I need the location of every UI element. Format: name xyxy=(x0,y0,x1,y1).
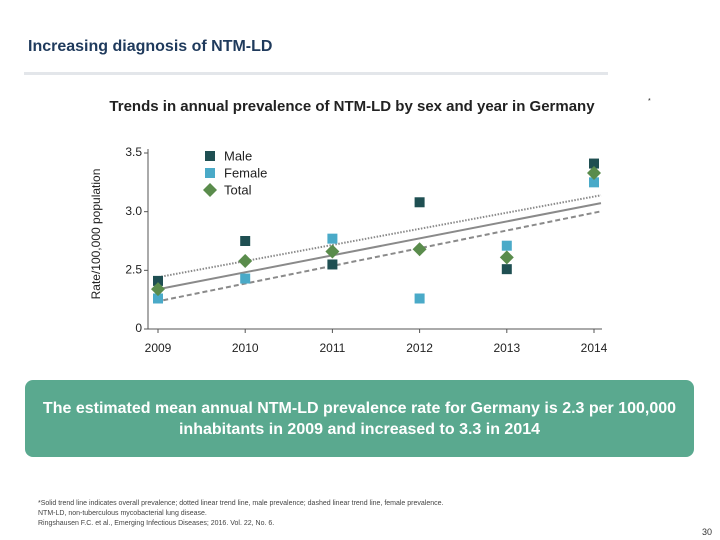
x-tick-label: 2013 xyxy=(493,341,520,355)
title-marker: * xyxy=(648,98,651,105)
data-point xyxy=(325,244,340,259)
footnote: *Solid trend line indicates overall prev… xyxy=(38,500,444,507)
x-tick-label: 2014 xyxy=(581,341,608,355)
slide-title: Increasing diagnosis of NTM-LD xyxy=(28,38,273,55)
legend-label: Total xyxy=(224,182,252,197)
data-point xyxy=(499,250,514,265)
data-point xyxy=(153,275,163,286)
trend-line xyxy=(155,210,602,303)
y-tick-label: 0 xyxy=(135,321,142,335)
footnote: NTM-LD, non-tuberculous mycobacterial lu… xyxy=(38,510,207,517)
legend-marker xyxy=(205,151,215,161)
title-rule xyxy=(24,72,608,75)
data-point xyxy=(587,165,601,180)
x-tick-label: 2012 xyxy=(406,341,433,355)
data-point xyxy=(414,293,425,304)
legend-label: Male xyxy=(224,148,252,163)
trend-line xyxy=(155,202,602,291)
y-tick-label: 3.5 xyxy=(125,145,142,159)
footnote: Ringshausen F.C. et al., Emerging Infect… xyxy=(38,520,275,527)
data-point xyxy=(589,177,599,188)
data-point xyxy=(589,158,599,169)
legend-marker xyxy=(203,183,217,197)
legend-label: Female xyxy=(224,165,267,180)
data-point xyxy=(412,242,427,257)
data-point xyxy=(501,240,512,251)
x-tick-label: 2010 xyxy=(232,341,259,355)
chart: Trends in annual prevalence of NTM-LD by… xyxy=(89,98,651,355)
x-tick-label: 2011 xyxy=(319,341,345,355)
y-tick-label: 3.0 xyxy=(125,204,142,218)
trend-line xyxy=(155,194,602,279)
y-axis-label: Rate/100,000 population xyxy=(89,169,103,300)
x-tick-label: 2009 xyxy=(145,341,172,355)
page-number: 30 xyxy=(701,527,712,537)
data-point xyxy=(238,253,253,268)
data-point xyxy=(153,293,163,304)
legend-marker xyxy=(205,168,215,178)
data-point xyxy=(414,197,425,208)
callout: The estimated mean annual NTM-LD prevale… xyxy=(25,380,694,457)
data-point xyxy=(240,236,251,246)
data-point xyxy=(240,273,251,284)
data-point xyxy=(151,282,165,297)
data-point xyxy=(501,264,512,275)
chart-title: Trends in annual prevalence of NTM-LD by… xyxy=(109,98,595,115)
y-tick-label: 2.5 xyxy=(125,263,142,277)
data-point xyxy=(327,259,338,270)
data-point xyxy=(327,233,338,244)
